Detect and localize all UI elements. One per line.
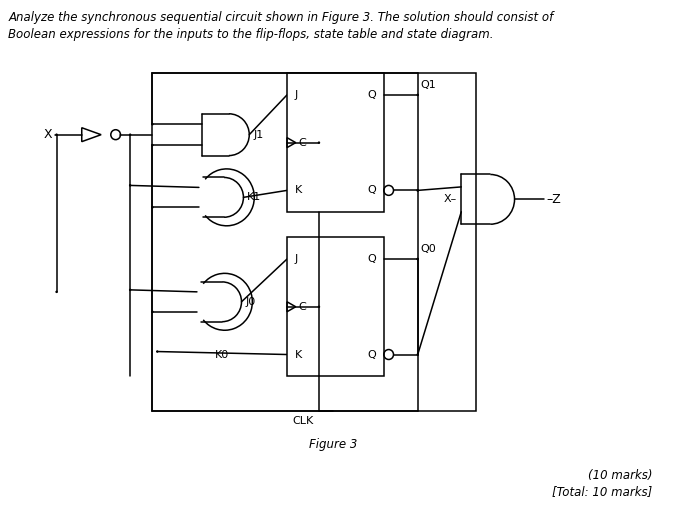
Circle shape [417,190,418,191]
Bar [287,237,384,376]
Text: Q1: Q1 [421,80,436,90]
Circle shape [318,142,320,143]
Text: C: C [298,302,307,312]
Text: K1: K1 [248,192,261,202]
Text: –Z: –Z [547,193,561,206]
Text: C: C [298,138,307,148]
Text: [Total: 10 marks]: [Total: 10 marks] [552,485,652,499]
Text: K: K [295,186,302,196]
Text: Q: Q [367,254,376,264]
Circle shape [417,258,418,260]
Circle shape [56,291,57,292]
Text: Q: Q [367,349,376,359]
Text: J: J [295,90,298,100]
Text: K0: K0 [215,349,228,359]
Text: Analyze the synchronous sequential circuit shown in Figure 3. The solution shoul: Analyze the synchronous sequential circu… [8,12,554,24]
Text: J1: J1 [253,130,263,140]
Circle shape [152,144,153,145]
Bar [152,73,476,411]
Text: Boolean expressions for the inputs to the flip-flops, state table and state diag: Boolean expressions for the inputs to th… [8,28,494,41]
Text: J0: J0 [246,297,256,307]
Circle shape [417,258,418,260]
Text: X–: X– [444,194,458,204]
Circle shape [130,289,131,290]
Circle shape [318,306,320,307]
Text: K: K [295,349,302,359]
Circle shape [417,190,418,191]
Text: Q: Q [367,90,376,100]
Circle shape [152,311,153,313]
Text: Q0: Q0 [421,244,436,254]
Text: J: J [295,254,298,264]
Text: Q: Q [367,186,376,196]
Circle shape [152,124,153,125]
Circle shape [152,207,153,208]
Circle shape [56,134,57,135]
Circle shape [156,351,158,352]
Circle shape [417,354,418,355]
Bar [287,73,384,212]
Text: (10 marks): (10 marks) [587,470,652,482]
Circle shape [130,185,131,186]
Circle shape [130,134,131,135]
Text: CLK: CLK [293,416,314,426]
Circle shape [417,94,418,95]
Text: X: X [44,128,53,141]
Text: Figure 3: Figure 3 [309,437,357,451]
